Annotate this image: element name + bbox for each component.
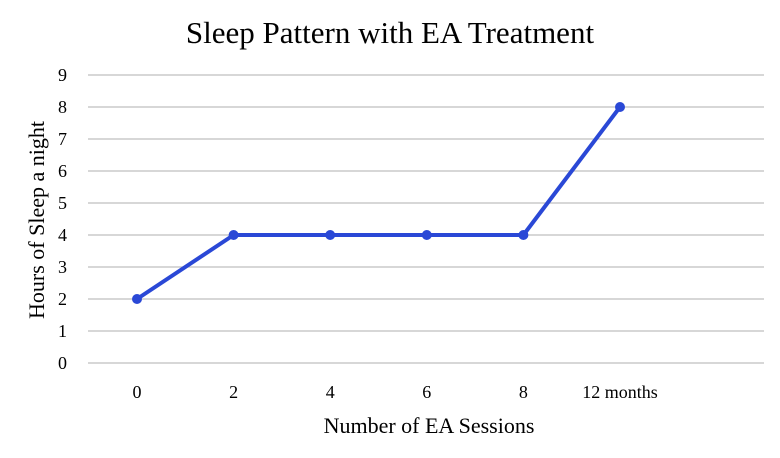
x-tick-5: 12 months [582,382,658,402]
y-tick-2: 2 [58,289,67,309]
y-tick-labels: 0 1 2 3 4 5 6 7 8 9 [58,65,67,373]
x-tick-1: 2 [229,382,238,402]
y-tick-0: 0 [58,353,67,373]
data-point-1 [228,230,239,240]
gridlines [88,74,764,364]
x-tick-labels: 0 2 4 6 8 12 months [133,382,658,402]
y-tick-5: 5 [58,193,67,213]
data-point-4 [518,230,529,240]
chart-title: Sleep Pattern with EA Treatment [186,15,595,50]
y-tick-7: 7 [58,129,67,149]
y-tick-1: 1 [58,321,67,341]
y-tick-8: 8 [58,97,67,117]
data-point-0 [132,294,142,304]
data-point-3 [421,230,432,240]
series-line-0 [135,105,622,301]
y-tick-6: 6 [58,161,67,181]
y-axis-label: Hours of Sleep a night [24,121,49,319]
x-tick-4: 8 [519,382,528,402]
y-tick-4: 4 [58,225,67,245]
y-tick-9: 9 [58,65,67,85]
data-point-2 [325,230,336,240]
data-point-5 [615,102,625,112]
x-tick-2: 4 [326,382,335,402]
x-tick-3: 6 [422,382,431,402]
y-tick-3: 3 [58,257,67,277]
x-tick-0: 0 [133,382,142,402]
series-group [132,102,625,304]
x-axis-label: Number of EA Sessions [324,413,535,438]
